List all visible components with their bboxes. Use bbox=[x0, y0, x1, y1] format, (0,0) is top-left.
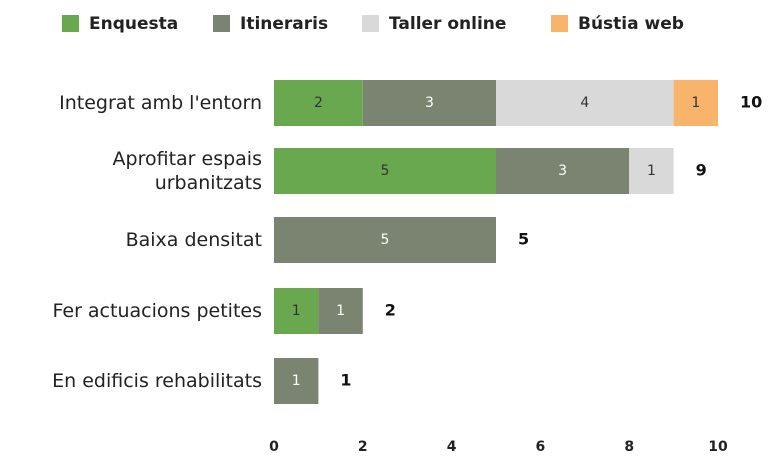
segment-label: 1 bbox=[336, 303, 345, 319]
legend-swatch bbox=[362, 15, 379, 32]
segment-label: 2 bbox=[314, 95, 323, 111]
category-label: Aprofitar espais urbanitzats bbox=[112, 148, 262, 194]
total-label: 2 bbox=[385, 301, 396, 320]
segment-label: 5 bbox=[381, 232, 390, 248]
segment-label: 1 bbox=[691, 95, 700, 111]
total-label: 10 bbox=[740, 93, 762, 112]
bar-segment bbox=[274, 358, 319, 404]
bar-segment bbox=[496, 80, 674, 126]
segment-label: 3 bbox=[425, 95, 434, 111]
legend-swatch bbox=[213, 15, 230, 32]
category-label: Baixa densitat bbox=[125, 229, 262, 251]
category-label: En edificis rehabilitats bbox=[52, 370, 262, 392]
bar-segment bbox=[318, 288, 363, 334]
legend-swatch bbox=[62, 15, 79, 32]
x-tick-label: 10 bbox=[708, 439, 728, 455]
legend-label: Enquesta bbox=[89, 14, 178, 34]
bar-segment bbox=[274, 80, 363, 126]
x-tick-label: 8 bbox=[624, 439, 634, 455]
total-label: 5 bbox=[518, 230, 529, 249]
total-label: 9 bbox=[696, 161, 707, 180]
x-tick-label: 4 bbox=[447, 439, 457, 455]
x-tick-label: 0 bbox=[269, 439, 279, 455]
bar-segment bbox=[673, 80, 718, 126]
category-label: Integrat amb l'entorn bbox=[59, 92, 262, 114]
x-tick-label: 6 bbox=[536, 439, 546, 455]
x-tick-label: 2 bbox=[358, 439, 368, 455]
legend-label: Bústia web bbox=[578, 14, 684, 34]
legend-label: Itineraris bbox=[240, 14, 328, 34]
bar-segment bbox=[274, 148, 496, 194]
category-label: Fer actuacions petites bbox=[52, 300, 262, 322]
segment-label: 1 bbox=[292, 303, 301, 319]
segment-label: 1 bbox=[647, 163, 656, 179]
bar-segment bbox=[362, 80, 496, 126]
total-label: 1 bbox=[340, 371, 351, 390]
legend-swatch bbox=[551, 15, 568, 32]
segment-label: 1 bbox=[292, 373, 301, 389]
segment-label: 3 bbox=[558, 163, 567, 179]
segment-label: 4 bbox=[580, 95, 589, 111]
segment-label: 5 bbox=[381, 163, 390, 179]
legend-label: Taller online bbox=[389, 14, 506, 34]
bar-segment bbox=[496, 148, 630, 194]
bar-segment bbox=[274, 217, 496, 263]
bar-segment bbox=[629, 148, 674, 194]
bar-segment bbox=[274, 288, 319, 334]
